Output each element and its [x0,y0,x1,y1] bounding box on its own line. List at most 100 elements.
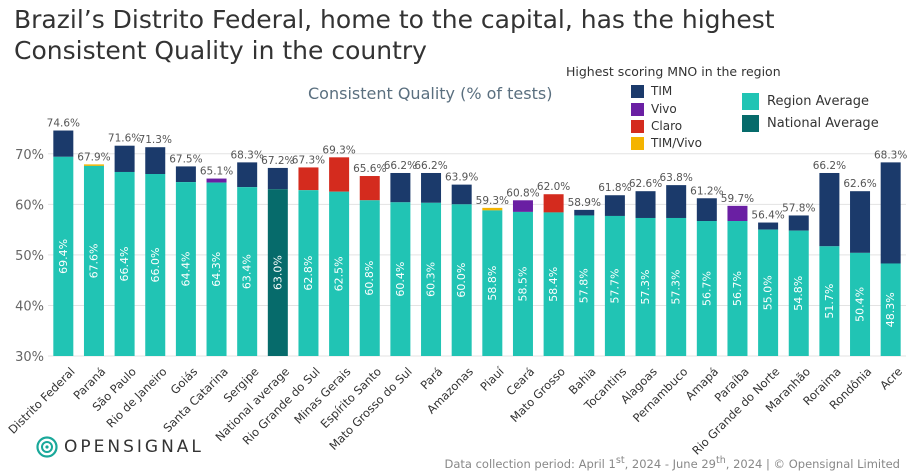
bar-region-average [145,174,166,356]
legend-item-region-average: Region Average [742,93,869,110]
bar-value-label: 69.4% [57,239,70,274]
bar-top-label: 56.4% [751,210,784,222]
bar-region-average [329,191,350,356]
bar-top-label: 65.6% [353,163,386,175]
bar-top-label: 65.1% [200,166,233,178]
bar-value-label: 66.0% [149,248,162,283]
bar-top-label: 71.3% [139,134,172,146]
x-tick-label: Piauí [477,364,507,394]
bar-top-label: 61.8% [598,182,631,194]
footer-sup-st: st [615,455,625,466]
bar-top-mno [298,167,319,191]
legend-swatch-tim [631,84,644,98]
bar-top-mno [359,176,380,201]
y-tick-label: 60% [15,198,44,213]
bar-top-mno [329,157,350,192]
bar-region-average [206,182,227,356]
bar-value-label: 62.8% [302,256,315,291]
legend-label-region-average: Region Average [767,94,870,109]
y-tick-label: 40% [15,299,44,314]
bar-value-label: 55.0% [762,275,775,310]
bar-top-label: 60.8% [506,187,539,199]
legend-item-tim-vivo: TIM/Vivo [631,136,702,150]
bar-value-label: 58.8% [486,266,499,301]
footer-mid: , 2024 - June 29 [624,456,716,471]
bar-region-average [758,229,779,356]
opensignal-logo-text: OPENSIGNAL [64,437,204,457]
bar-value-label: 64.3% [210,252,223,287]
chart-title: Brazil’s Distrito Federal, home to the c… [14,4,894,66]
bar-top-label: 74.6% [47,118,80,130]
footer-note: Data collection period: April 1st, 2024 … [444,455,900,471]
bar-top-label: 67.3% [292,154,325,166]
footer-suffix: , 2024 | © Opensignal Limited [725,456,900,471]
bar-value-label: 62.5% [333,256,346,291]
bar-value-label: 51.7% [823,284,836,319]
bar-top-mno [175,166,196,183]
footer-sup-th: th [715,455,726,466]
bar-region-average [175,182,196,356]
bar-value-label: 57.7% [608,269,621,304]
legend-swatch-claro [631,119,644,133]
y-tick-label: 70% [15,148,44,163]
bar-top-mno [53,130,74,157]
bar-top-mno [390,172,411,203]
bar-value-label: 60.3% [425,262,438,297]
bar-region-average [574,215,595,356]
chart-subtitle: Consistent Quality (% of tests) [308,84,553,103]
bar-region-average [788,230,809,356]
bar-top-label: 67.5% [169,153,202,165]
bar-top-label: 67.2% [261,155,294,167]
bar-top-mno [880,162,901,264]
bar-top-mno [206,178,227,183]
bar-top-label: 66.2% [813,160,846,172]
opensignal-logo-icon [36,436,58,458]
bar-region-average [451,204,472,356]
bar-region-average [83,165,104,356]
bar-value-label: 48.3% [884,292,897,327]
bar-top-mno [727,205,748,222]
bar-region-average [635,217,656,356]
bar-region-average [390,202,411,356]
bar-value-label: 58.4% [547,267,560,302]
legend-swatch-vivo [631,102,644,116]
bar-region-average [727,221,748,356]
bar-top-label: 59.3% [476,195,509,207]
bar-top-mno [850,191,871,253]
bar-region-average [114,171,135,356]
bar-top-label: 67.9% [77,151,110,163]
x-tick-label: Distrito Federal [5,364,77,436]
bar-top-mno [543,194,564,213]
legend-swatch-region-average [742,93,759,110]
bar-top-label: 59.7% [721,193,754,205]
bar-region-average [359,200,380,356]
bar-value-label: 50.4% [854,287,867,322]
bar-value-label: 56.7% [700,271,713,306]
bar-region-average [482,210,503,356]
bar-top-label: 62.0% [537,181,570,193]
bar-value-label: 56.7% [731,271,744,306]
bar-top-mno [574,209,595,216]
bar-value-label: 63.4% [241,254,254,289]
bar-top-mno [482,207,503,211]
bar-region-average [696,221,717,356]
bar-region-average [267,189,288,356]
opensignal-logo: OPENSIGNAL [36,436,204,458]
legend-swatch-national-average [742,115,759,132]
bar-top-mno [83,164,104,166]
bar-region-average [604,215,625,356]
bar-top-label: 61.2% [690,185,723,197]
bar-top-label: 62.6% [843,178,876,190]
bar-value-label: 63.0% [271,255,284,290]
legend-item-claro: Claro [631,119,682,133]
bar-top-mno [758,222,779,230]
bar-value-label: 57.3% [639,270,652,305]
legend-item-national-average: National Average [742,115,879,132]
bar-region-average [421,202,442,356]
bar-top-mno [696,198,717,222]
bar-top-label: 68.3% [874,149,907,161]
legend-mno-title: Highest scoring MNO in the region [566,64,781,79]
bar-top-label: 66.2% [414,160,447,172]
bar-top-label: 69.3% [322,144,355,156]
